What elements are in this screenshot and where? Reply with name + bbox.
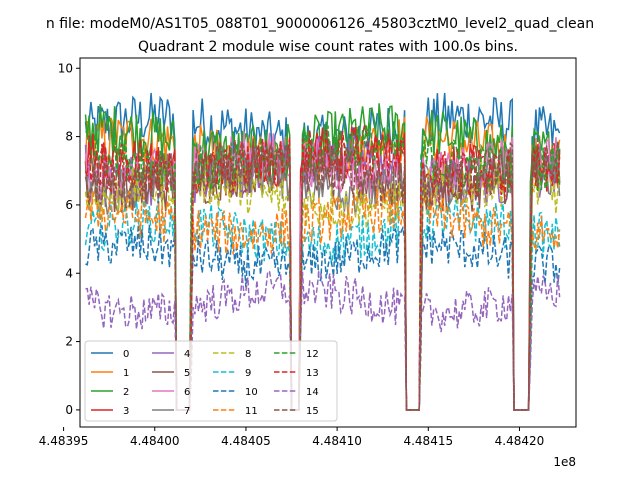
legend-label-1: 1 xyxy=(123,368,129,379)
x-tick-label: 4.48400 xyxy=(130,434,180,448)
legend-box xyxy=(84,340,338,422)
y-tick-label: 0 xyxy=(65,403,73,417)
y-tick-label: 6 xyxy=(65,198,73,212)
legend-label-13: 13 xyxy=(306,368,319,379)
legend-label-0: 0 xyxy=(123,349,129,360)
legend-label-10: 10 xyxy=(245,387,258,398)
plot-area xyxy=(79,57,577,428)
series-line-10 xyxy=(85,224,561,411)
legend-label-6: 6 xyxy=(184,387,190,398)
legend-label-3: 3 xyxy=(123,406,129,417)
legend-label-14: 14 xyxy=(306,387,319,398)
y-tick-label: 2 xyxy=(65,335,73,349)
legend-label-7: 7 xyxy=(184,406,190,417)
legend-label-5: 5 xyxy=(184,368,190,379)
chart-title: Quadrant 2 module wise count rates with … xyxy=(138,39,518,55)
series-layer xyxy=(84,92,561,411)
y-tick-label: 8 xyxy=(65,130,73,144)
legend-label-9: 9 xyxy=(245,368,251,379)
legend-label-11: 11 xyxy=(245,406,258,417)
x-axis: 4.48395 4.48400 4.48405 4.48410 4.48415 4.484… xyxy=(39,427,545,448)
legend-label-12: 12 xyxy=(306,349,319,360)
x-tick-label: 4.48395 xyxy=(39,434,89,448)
legend-label-4: 4 xyxy=(184,349,190,360)
legend-label-2: 2 xyxy=(123,387,129,398)
series-line-11 xyxy=(84,187,561,411)
figure-suptitle: n file: modeM0/AS1T05_088T01_9000006126_… xyxy=(46,16,594,32)
series-line-12 xyxy=(85,122,561,411)
series-line-14 xyxy=(85,269,561,411)
legend-label-8: 8 xyxy=(245,349,251,360)
x-tick-label: 4.48405 xyxy=(221,434,271,448)
y-tick-label: 10 xyxy=(58,61,73,75)
x-tick-label: 4.48420 xyxy=(495,434,545,448)
x-axis-offset-label: 1e8 xyxy=(553,455,576,469)
x-tick-label: 4.48410 xyxy=(312,434,362,448)
y-tick-label: 4 xyxy=(65,266,73,280)
y-axis: 0 2 4 6 8 10 xyxy=(58,61,80,417)
x-tick-label: 4.48415 xyxy=(403,434,453,448)
legend-label-15: 15 xyxy=(306,406,319,417)
series-line-0 xyxy=(84,92,561,411)
